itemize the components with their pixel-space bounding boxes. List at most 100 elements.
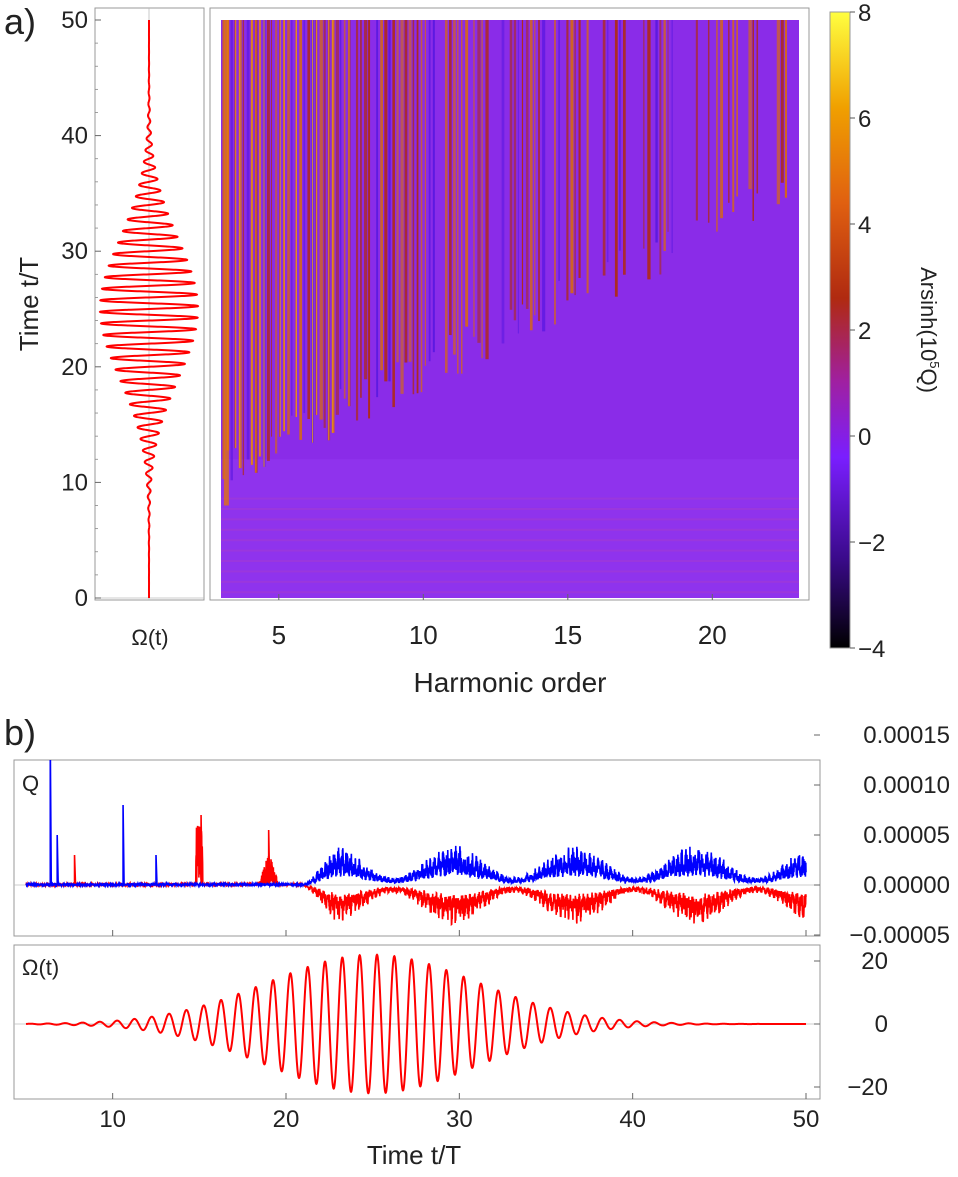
heatmap-stripe <box>364 20 368 380</box>
panel-b-bottom-ylabel: Ω(t) <box>22 955 59 980</box>
heatmap-stripe <box>720 20 724 219</box>
heatmap-stripe <box>323 20 326 428</box>
heatmap-stripe <box>521 20 524 305</box>
heatmap-band <box>221 549 799 552</box>
heatmap-band <box>221 591 799 594</box>
heatmap-highlight <box>279 20 281 437</box>
heatmap-stripe <box>663 20 666 252</box>
heatmap-stripe <box>242 20 245 476</box>
colorbar: −4 −2 0 2 4 6 8 Arsinh(105Q) <box>829 0 942 663</box>
heatmap-band <box>221 528 799 531</box>
heatmap-stripe <box>432 20 435 353</box>
heatmap-highlight <box>255 20 257 473</box>
panel-b-top-ylabel: Q <box>22 771 39 796</box>
heatmap-stripe <box>647 20 651 280</box>
panel-a-left-ylabel: Time t/T <box>14 257 44 351</box>
heatmap-band <box>221 497 799 500</box>
heatmap-stripe <box>542 20 546 332</box>
omega-xtick-label: 10 <box>99 1106 126 1133</box>
heatmap-stripe <box>319 20 323 420</box>
heatmap-stripe <box>707 20 710 223</box>
q-ytick-label: 0.00015 <box>863 722 950 749</box>
heatmap-stripe <box>538 20 540 321</box>
q-ytick-label: 0.00000 <box>863 872 950 899</box>
heatmap-stripe <box>275 20 278 454</box>
heatmap-band <box>221 518 799 521</box>
omega-xtick-label: 20 <box>273 1106 300 1133</box>
heatmap-stripe <box>307 20 311 420</box>
heatmap-stripe <box>574 20 576 296</box>
heatmap-stripe <box>355 20 359 421</box>
omega-ytick-label: −20 <box>847 1074 888 1101</box>
heatmap-stripe <box>501 20 505 344</box>
heatmap-hot-column <box>223 20 229 506</box>
q-ytick-label: 0.00005 <box>863 822 950 849</box>
heatmap-stripe <box>485 20 489 360</box>
heatmap-highlight <box>295 20 297 418</box>
colorbar-tick-label: 2 <box>858 318 871 345</box>
heatmap-highlight <box>328 20 330 441</box>
heatmap-highlight <box>332 20 334 433</box>
heatmap-stripe <box>222 20 225 480</box>
colorbar-tick-label: 6 <box>858 106 871 133</box>
heatmap-stripe <box>659 20 662 275</box>
heatmap-stripe <box>602 20 606 276</box>
heatmap-xtick-label: 15 <box>553 620 582 650</box>
heatmap-stripe <box>376 20 379 398</box>
left-ytick-label: 20 <box>61 354 88 381</box>
heatmap-stripe <box>368 20 371 419</box>
heatmap-stripe <box>776 20 780 205</box>
heatmap-stripe <box>461 20 463 374</box>
heatmap-stripe <box>380 20 383 371</box>
heatmap-highlight <box>259 20 261 457</box>
heatmap-band <box>221 570 799 573</box>
heatmap-stripe <box>622 20 626 275</box>
panel-b-bottom: −20 0 20 10 20 30 40 50 Ω(t) Time t/T <box>13 944 888 1170</box>
q-red-series <box>25 814 807 926</box>
q-blue-series <box>25 760 807 889</box>
heatmap-stripe <box>360 20 362 398</box>
left-ytick-label: 30 <box>61 238 88 265</box>
heatmap-stripe <box>416 20 419 394</box>
panel-b-bottom-xlabel: Time t/T <box>367 1140 461 1170</box>
colorbar-tick-label: 4 <box>858 212 871 239</box>
heatmap-band <box>221 560 799 563</box>
heatmap-xtick-label: 5 <box>272 620 286 650</box>
heatmap-stripe <box>618 20 621 251</box>
omega-xtick-label: 40 <box>619 1106 646 1133</box>
heatmap-stripe <box>481 20 483 359</box>
left-ytick-label: 50 <box>61 7 88 34</box>
heatmap-highlight <box>263 20 265 467</box>
panel-a-left-xlabel: Ω(t) <box>131 625 168 650</box>
heatmap-highlight <box>348 20 350 407</box>
heatmap-stripe <box>424 20 427 366</box>
heatmap-stripe <box>291 20 293 416</box>
heatmap-highlight <box>251 20 253 465</box>
heatmap-stripe <box>748 20 752 190</box>
heatmap-stripe <box>473 20 475 337</box>
heatmap-stripe <box>784 20 788 198</box>
heatmap-stripe <box>408 20 412 362</box>
heatmap-stripe <box>525 20 529 309</box>
heatmap-stripe <box>695 20 698 221</box>
heatmap-stripe <box>533 20 536 316</box>
heatmap-stripe <box>667 20 669 232</box>
heatmap-stripe <box>752 20 754 221</box>
heatmap-stripe <box>230 20 233 481</box>
heatmap-stripe <box>400 20 404 394</box>
panel-label-b: b) <box>4 712 36 753</box>
panel-a-heatmap: 5 10 15 20 Harmonic order <box>209 7 810 698</box>
heatmap-stripe <box>270 20 273 437</box>
heatmap-stripe <box>529 20 533 331</box>
heatmap-stripe <box>477 20 481 343</box>
heatmap-stripe <box>554 20 556 325</box>
heatmap-stripe <box>420 20 423 393</box>
omega-xtick-label: 50 <box>793 1106 820 1133</box>
heatmap-stripe <box>566 20 569 301</box>
heatmap-stripe <box>396 20 399 363</box>
heatmap-highlight <box>311 20 314 443</box>
panel-b-bottom-frame <box>13 944 821 1100</box>
heatmap-stripe <box>457 20 459 374</box>
heatmap-stripe <box>303 20 306 414</box>
heatmap-stripe <box>614 20 618 297</box>
